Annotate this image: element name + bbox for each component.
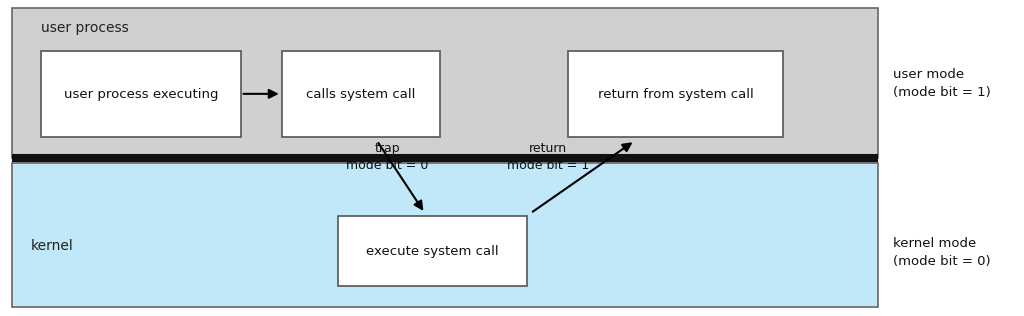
Text: return
mode bit = 1: return mode bit = 1 [507,142,589,172]
Bar [12,8,878,158]
Bar [12,163,878,307]
Bar [282,51,440,137]
Text: calls system call: calls system call [306,88,416,100]
Text: user process executing: user process executing [63,88,218,100]
Text: return from system call: return from system call [598,88,754,100]
Bar [338,216,527,286]
Text: user process: user process [41,21,129,34]
Bar [568,51,783,137]
Bar [41,51,241,137]
Text: kernel: kernel [31,240,74,253]
Text: execute system call: execute system call [367,245,499,258]
Text: user mode
(mode bit = 1): user mode (mode bit = 1) [893,68,990,99]
Text: trap
mode bit = 0: trap mode bit = 0 [346,142,428,172]
Text: kernel mode
(mode bit = 0): kernel mode (mode bit = 0) [893,237,990,268]
